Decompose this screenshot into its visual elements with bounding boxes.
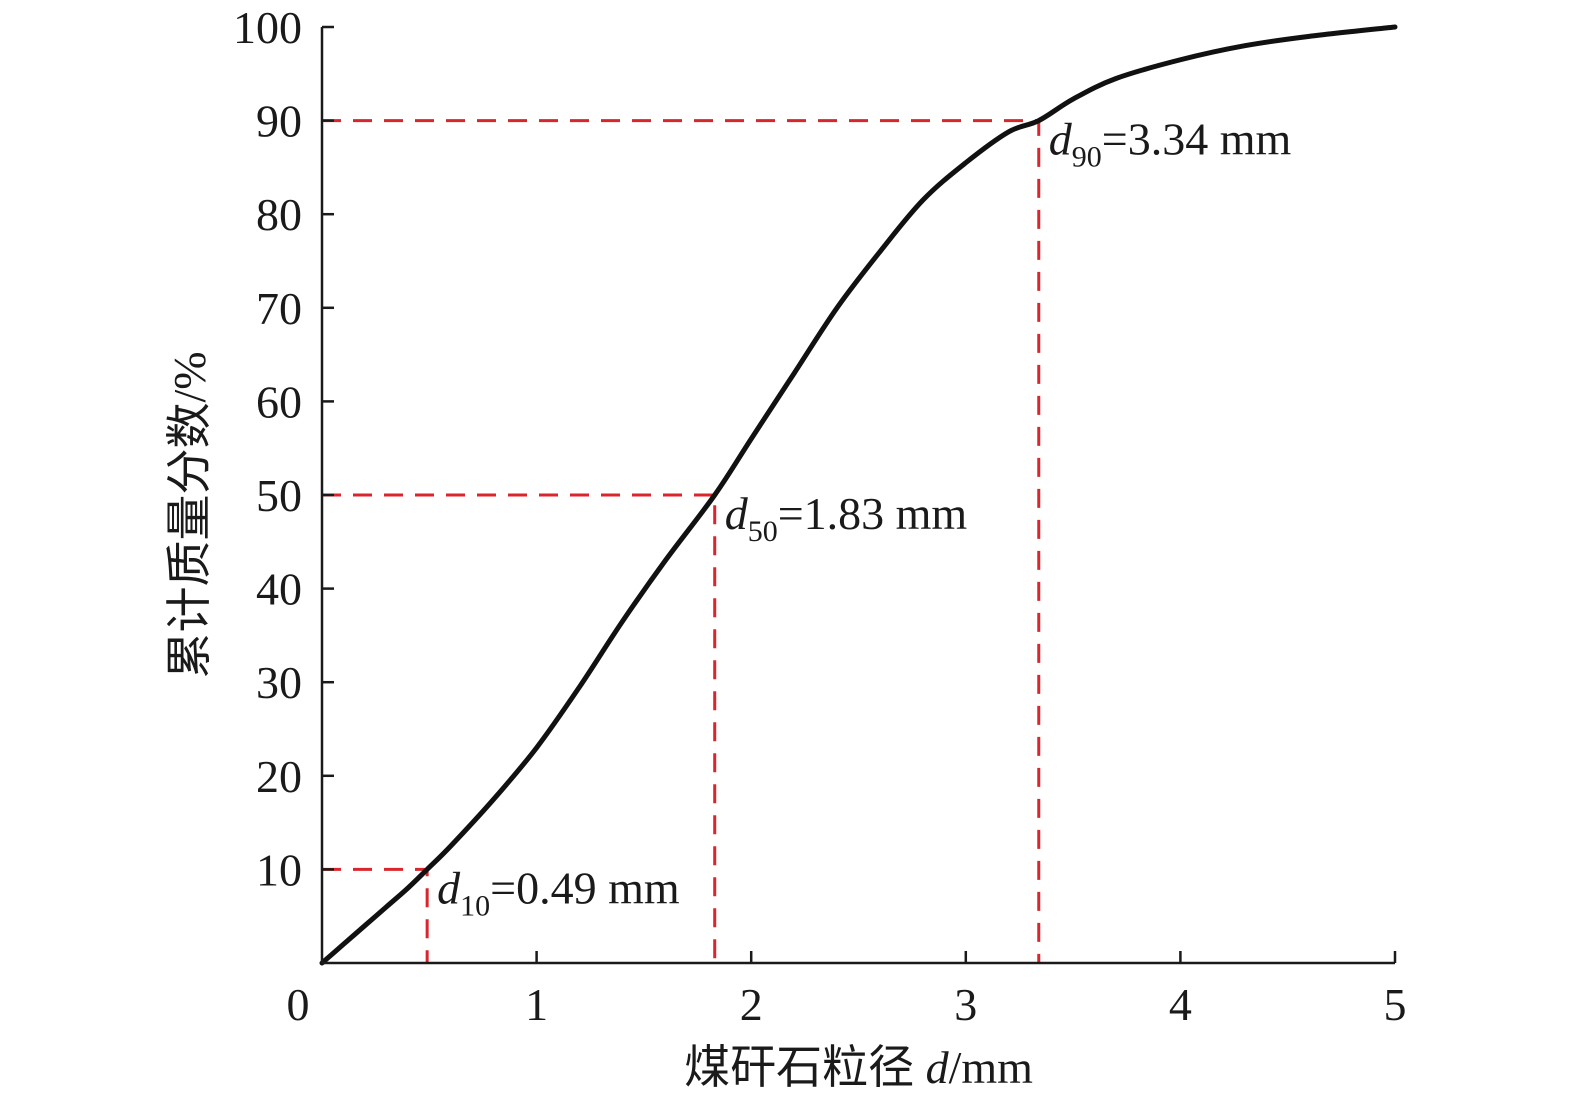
axes-layer — [320, 25, 1397, 965]
y-tick-label: 20 — [256, 751, 302, 802]
annotation-value: =3.34 mm — [1102, 114, 1292, 165]
y-tick-label: 50 — [256, 470, 302, 521]
y-tick-label: 70 — [256, 283, 302, 334]
x-axis-title-variable: d — [926, 1042, 950, 1093]
x-tick-label: 5 — [1384, 979, 1407, 1030]
annotation-value: =0.49 mm — [490, 862, 680, 913]
y-tick-label: 40 — [256, 564, 302, 615]
x-axis-title-unit: /mm — [949, 1042, 1034, 1093]
annotation-subscript: 50 — [748, 515, 778, 548]
annotation-variable: d — [725, 488, 749, 539]
x-tick-label: 4 — [1169, 979, 1192, 1030]
annotation-subscript: 10 — [460, 889, 490, 922]
y-tick-label: 10 — [256, 844, 302, 895]
cumulative-curve-line — [319, 24, 1398, 966]
annotation-variable: d — [437, 862, 461, 913]
annotation-subscript: 90 — [1072, 141, 1102, 174]
curve-layer — [319, 24, 1398, 966]
x-axis-title: 煤矸石粒径 d/mm — [684, 1042, 1033, 1093]
annotation-value: =1.83 mm — [778, 488, 968, 539]
y-tick-label: 80 — [256, 189, 302, 240]
x-tick-label: 0 — [287, 979, 310, 1030]
labels-layer: 0 1 2 3 4 5 10 20 30 40 50 60 70 80 90 100 煤矸石粒径 d/mm 累计质… — [164, 2, 1407, 1093]
annotation-d10: d10=0.49 mm — [437, 862, 680, 922]
y-tick-label: 60 — [256, 376, 302, 427]
annotation-d90: d90=3.34 mm — [1049, 114, 1292, 174]
y-tick-label: 100 — [233, 2, 302, 53]
x-axis-title-prefix: 煤矸石粒径 — [684, 1042, 926, 1093]
annotation-variable: d — [1049, 114, 1073, 165]
y-tick-label: 30 — [256, 657, 302, 708]
x-tick-label: 2 — [740, 979, 763, 1030]
x-tick-label: 3 — [954, 979, 977, 1030]
annotation-d50: d50=1.83 mm — [725, 488, 968, 548]
y-tick-label: 90 — [256, 96, 302, 147]
y-axis-title: 累计质量分数/% — [164, 351, 215, 678]
x-tick-label: 1 — [525, 979, 548, 1030]
guide-line-d50 — [322, 493, 717, 963]
